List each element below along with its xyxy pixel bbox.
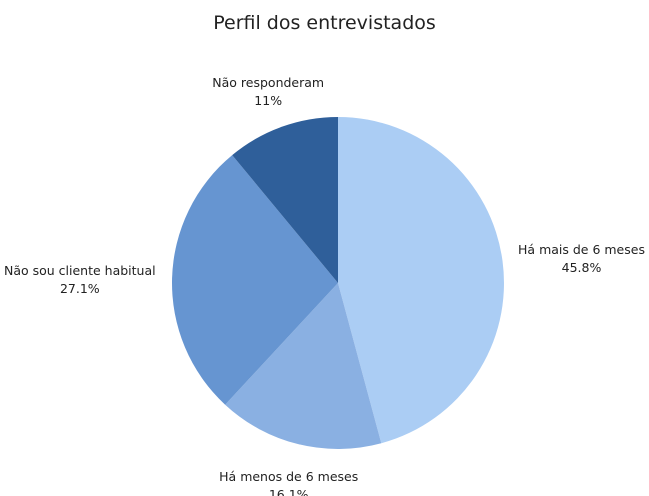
pie-slices <box>171 117 504 449</box>
slice-category-label: Há menos de 6 meses <box>219 469 358 484</box>
slice-value-label: 16.1% <box>269 487 309 496</box>
slice-category-label: Não responderam <box>212 75 324 90</box>
slice-value-label: 45.8% <box>562 260 602 275</box>
pie-slice <box>171 155 338 405</box>
slice-value-label: 27.1% <box>60 281 100 296</box>
chart-title: Perfil dos entrevistados <box>213 12 436 34</box>
pie-slice <box>225 283 382 449</box>
pie-labels: Há mais de 6 meses 45.8% Há menos de 6 mes… <box>4 75 645 496</box>
pie-slice <box>338 117 504 444</box>
slice-value-label: 11% <box>254 93 282 108</box>
pie-slice <box>232 117 338 283</box>
slice-category-label: Não sou cliente habitual <box>4 263 156 278</box>
slice-category-label: Há mais de 6 meses <box>518 242 645 257</box>
